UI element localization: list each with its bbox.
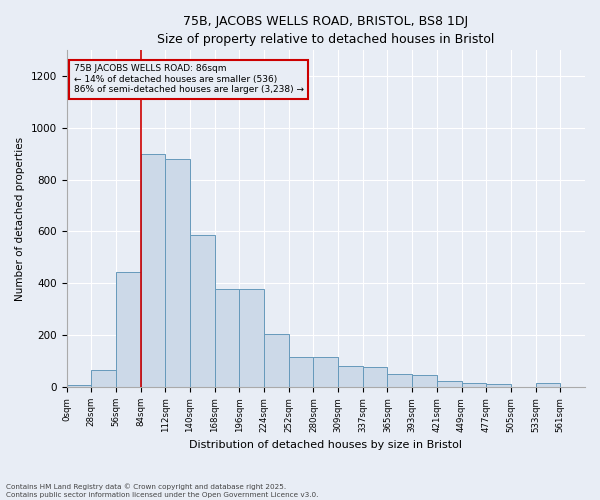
Bar — [486, 384, 511, 387]
Bar — [215, 288, 239, 387]
Bar — [363, 367, 388, 387]
X-axis label: Distribution of detached houses by size in Bristol: Distribution of detached houses by size … — [189, 440, 462, 450]
Bar — [560, 386, 585, 387]
Y-axis label: Number of detached properties: Number of detached properties — [15, 136, 25, 300]
Text: Contains HM Land Registry data © Crown copyright and database right 2025.
Contai: Contains HM Land Registry data © Crown c… — [6, 484, 319, 498]
Bar — [388, 374, 412, 387]
Bar — [461, 383, 486, 387]
Bar — [264, 334, 289, 387]
Bar — [116, 272, 140, 387]
Bar — [67, 385, 91, 387]
Bar — [313, 357, 338, 387]
Bar — [437, 382, 461, 387]
Title: 75B, JACOBS WELLS ROAD, BRISTOL, BS8 1DJ
Size of property relative to detached h: 75B, JACOBS WELLS ROAD, BRISTOL, BS8 1DJ… — [157, 15, 494, 46]
Bar — [338, 366, 363, 387]
Text: 75B JACOBS WELLS ROAD: 86sqm
← 14% of detached houses are smaller (536)
86% of s: 75B JACOBS WELLS ROAD: 86sqm ← 14% of de… — [74, 64, 304, 94]
Bar — [536, 383, 560, 387]
Bar — [91, 370, 116, 387]
Bar — [165, 159, 190, 387]
Bar — [412, 374, 437, 387]
Bar — [140, 154, 165, 387]
Bar — [239, 289, 264, 387]
Bar — [190, 236, 215, 387]
Bar — [511, 386, 536, 387]
Bar — [289, 357, 313, 387]
